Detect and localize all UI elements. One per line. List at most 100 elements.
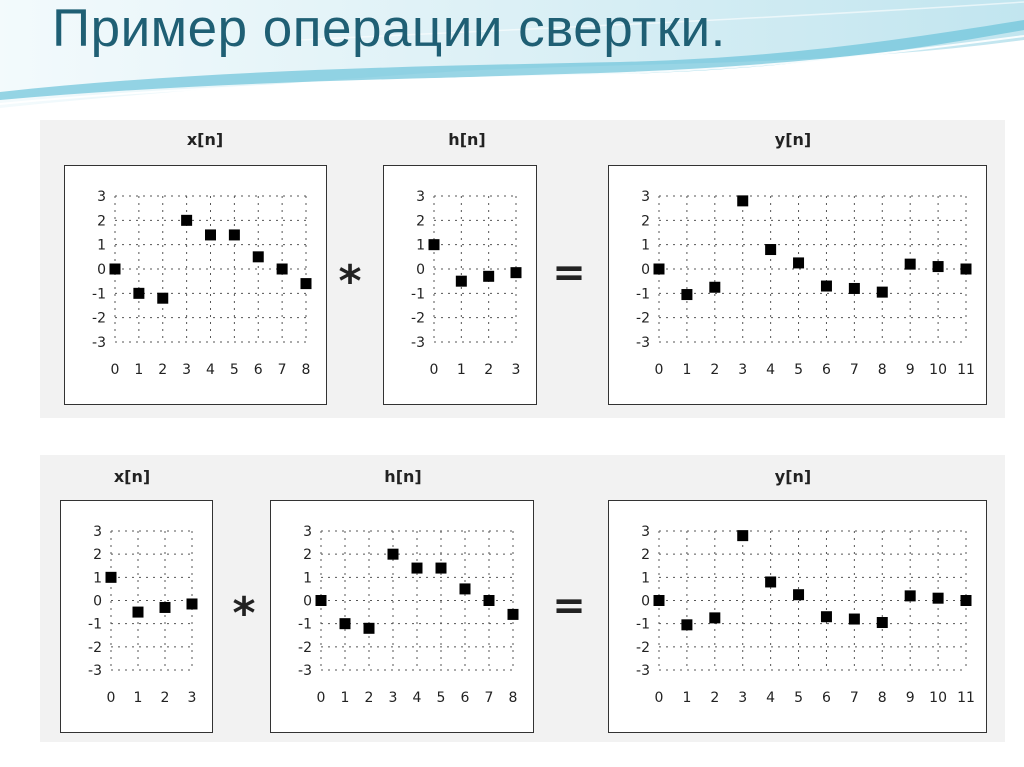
x-tick-label: 7: [850, 690, 859, 706]
data-point: [765, 576, 777, 588]
x-tick-label: 1: [134, 690, 143, 706]
y-tick-label: 3: [97, 189, 106, 205]
x-tick-label: 1: [341, 690, 350, 706]
x-tick-label: 5: [437, 690, 446, 706]
chart-panel-r1-h: 3 2 1 0 -1 -2 -3 0 1 2 3: [383, 165, 537, 405]
y-tick-label: 2: [93, 547, 102, 563]
data-point: [483, 270, 495, 282]
x-tick-label: 9: [906, 690, 915, 706]
y-tick-label: -1: [88, 617, 102, 633]
x-tick-label: 11: [957, 362, 975, 378]
x-tick-label: 5: [794, 690, 803, 706]
x-tick-label: 10: [929, 362, 947, 378]
y-tick-label: -3: [88, 663, 102, 679]
data-point: [904, 590, 916, 602]
y-tick-label: -1: [636, 286, 650, 302]
y-tick-label: -1: [411, 286, 425, 302]
data-point: [820, 611, 832, 623]
convolution-operator: *: [232, 588, 256, 639]
equals-operator: =: [552, 583, 586, 629]
data-point: [181, 214, 193, 226]
y-tick-label: 0: [641, 262, 650, 278]
x-tick-label: 2: [161, 690, 170, 706]
x-tick-label: 3: [512, 362, 521, 378]
x-tick-label: 7: [850, 362, 859, 378]
data-point: [653, 263, 665, 275]
data-point: [455, 275, 467, 287]
data-point: [483, 595, 495, 606]
data-point: [339, 618, 351, 630]
data-point: [133, 287, 145, 299]
y-tick-label: 1: [416, 238, 425, 254]
x-tick-label: 0: [111, 362, 120, 378]
y-tick-label: 2: [641, 213, 650, 229]
y-tick-label: -1: [298, 617, 312, 633]
x-tick-label: 1: [682, 690, 691, 706]
chart-panel-r1-x: 3 2 1 0 -1 -2 -3 0 1 2 3 4 5 6 7 8: [64, 165, 327, 405]
y-tick-label: -3: [636, 663, 650, 679]
data-point: [300, 278, 312, 290]
data-point: [681, 289, 693, 301]
x-tick-label: 8: [509, 690, 518, 706]
y-tick-label: -3: [411, 335, 425, 351]
y-tick-label: 0: [303, 594, 312, 610]
y-tick-label: 2: [97, 213, 106, 229]
chart-panel-r2-h: 3 2 1 0 -1 -2 -3 0 1 2 3 4 5 6 7 8: [270, 500, 534, 733]
x-tick-label: 2: [710, 362, 719, 378]
data-point: [932, 592, 944, 604]
y-tick-label: 1: [97, 238, 106, 254]
data-point: [228, 229, 240, 241]
data-point: [793, 589, 805, 601]
y-tick-label: 1: [93, 570, 102, 586]
y-tick-label: -2: [636, 640, 650, 656]
data-point: [276, 263, 288, 275]
data-point: [109, 263, 121, 275]
data-point: [205, 229, 216, 241]
x-tick-label: 6: [254, 362, 263, 378]
x-tick-label: 3: [389, 690, 398, 706]
x-tick-label: 1: [134, 362, 143, 378]
x-tick-label: 8: [878, 690, 887, 706]
x-tick-label: 7: [485, 690, 494, 706]
data-point: [793, 257, 805, 269]
x-tick-label: 5: [794, 362, 803, 378]
y-tick-label: -1: [92, 286, 106, 302]
y-tick-label: 3: [416, 189, 425, 205]
x-tick-label: 2: [365, 690, 374, 706]
data-point: [681, 619, 693, 631]
data-point: [876, 286, 888, 298]
y-tick-label: 3: [93, 524, 102, 540]
x-tick-label: 6: [822, 362, 831, 378]
data-point: [387, 548, 399, 560]
x-tick-label: 6: [822, 690, 831, 706]
header-wave-banner: [0, 0, 1024, 120]
x-tick-label: 5: [230, 362, 239, 378]
y-tick-label: 0: [97, 262, 106, 278]
chart-svg-r1-h: 3 2 1 0 -1 -2 -3 0 1 2 3: [411, 189, 522, 378]
y-tick-label: -3: [92, 335, 106, 351]
x-tick-label: 0: [317, 690, 326, 706]
data-point: [315, 595, 327, 606]
x-tick-label: 2: [484, 362, 493, 378]
convolution-operator: *: [338, 256, 362, 307]
chart-panel-r1-y: 3 2 1 0 -1 -2 -3 0 1 2 3 4 5 6 7 8 9 10 11: [608, 165, 987, 405]
data-point: [132, 606, 144, 618]
y-tick-label: -2: [411, 311, 425, 327]
y-tick-label: -2: [298, 640, 312, 656]
y-tick-label: -2: [88, 640, 102, 656]
data-point: [510, 267, 522, 279]
data-point: [363, 622, 375, 634]
y-tick-label: 1: [641, 570, 650, 586]
data-point: [876, 617, 888, 629]
y-tick-label: 1: [303, 570, 312, 586]
data-point: [186, 598, 198, 610]
x-tick-label: 1: [457, 362, 466, 378]
y-tick-label: 3: [641, 189, 650, 205]
y-tick-label: 0: [641, 594, 650, 610]
data-point: [765, 244, 777, 256]
x-tick-label: 7: [278, 362, 287, 378]
data-point: [960, 595, 972, 606]
x-tick-label: 0: [107, 690, 116, 706]
